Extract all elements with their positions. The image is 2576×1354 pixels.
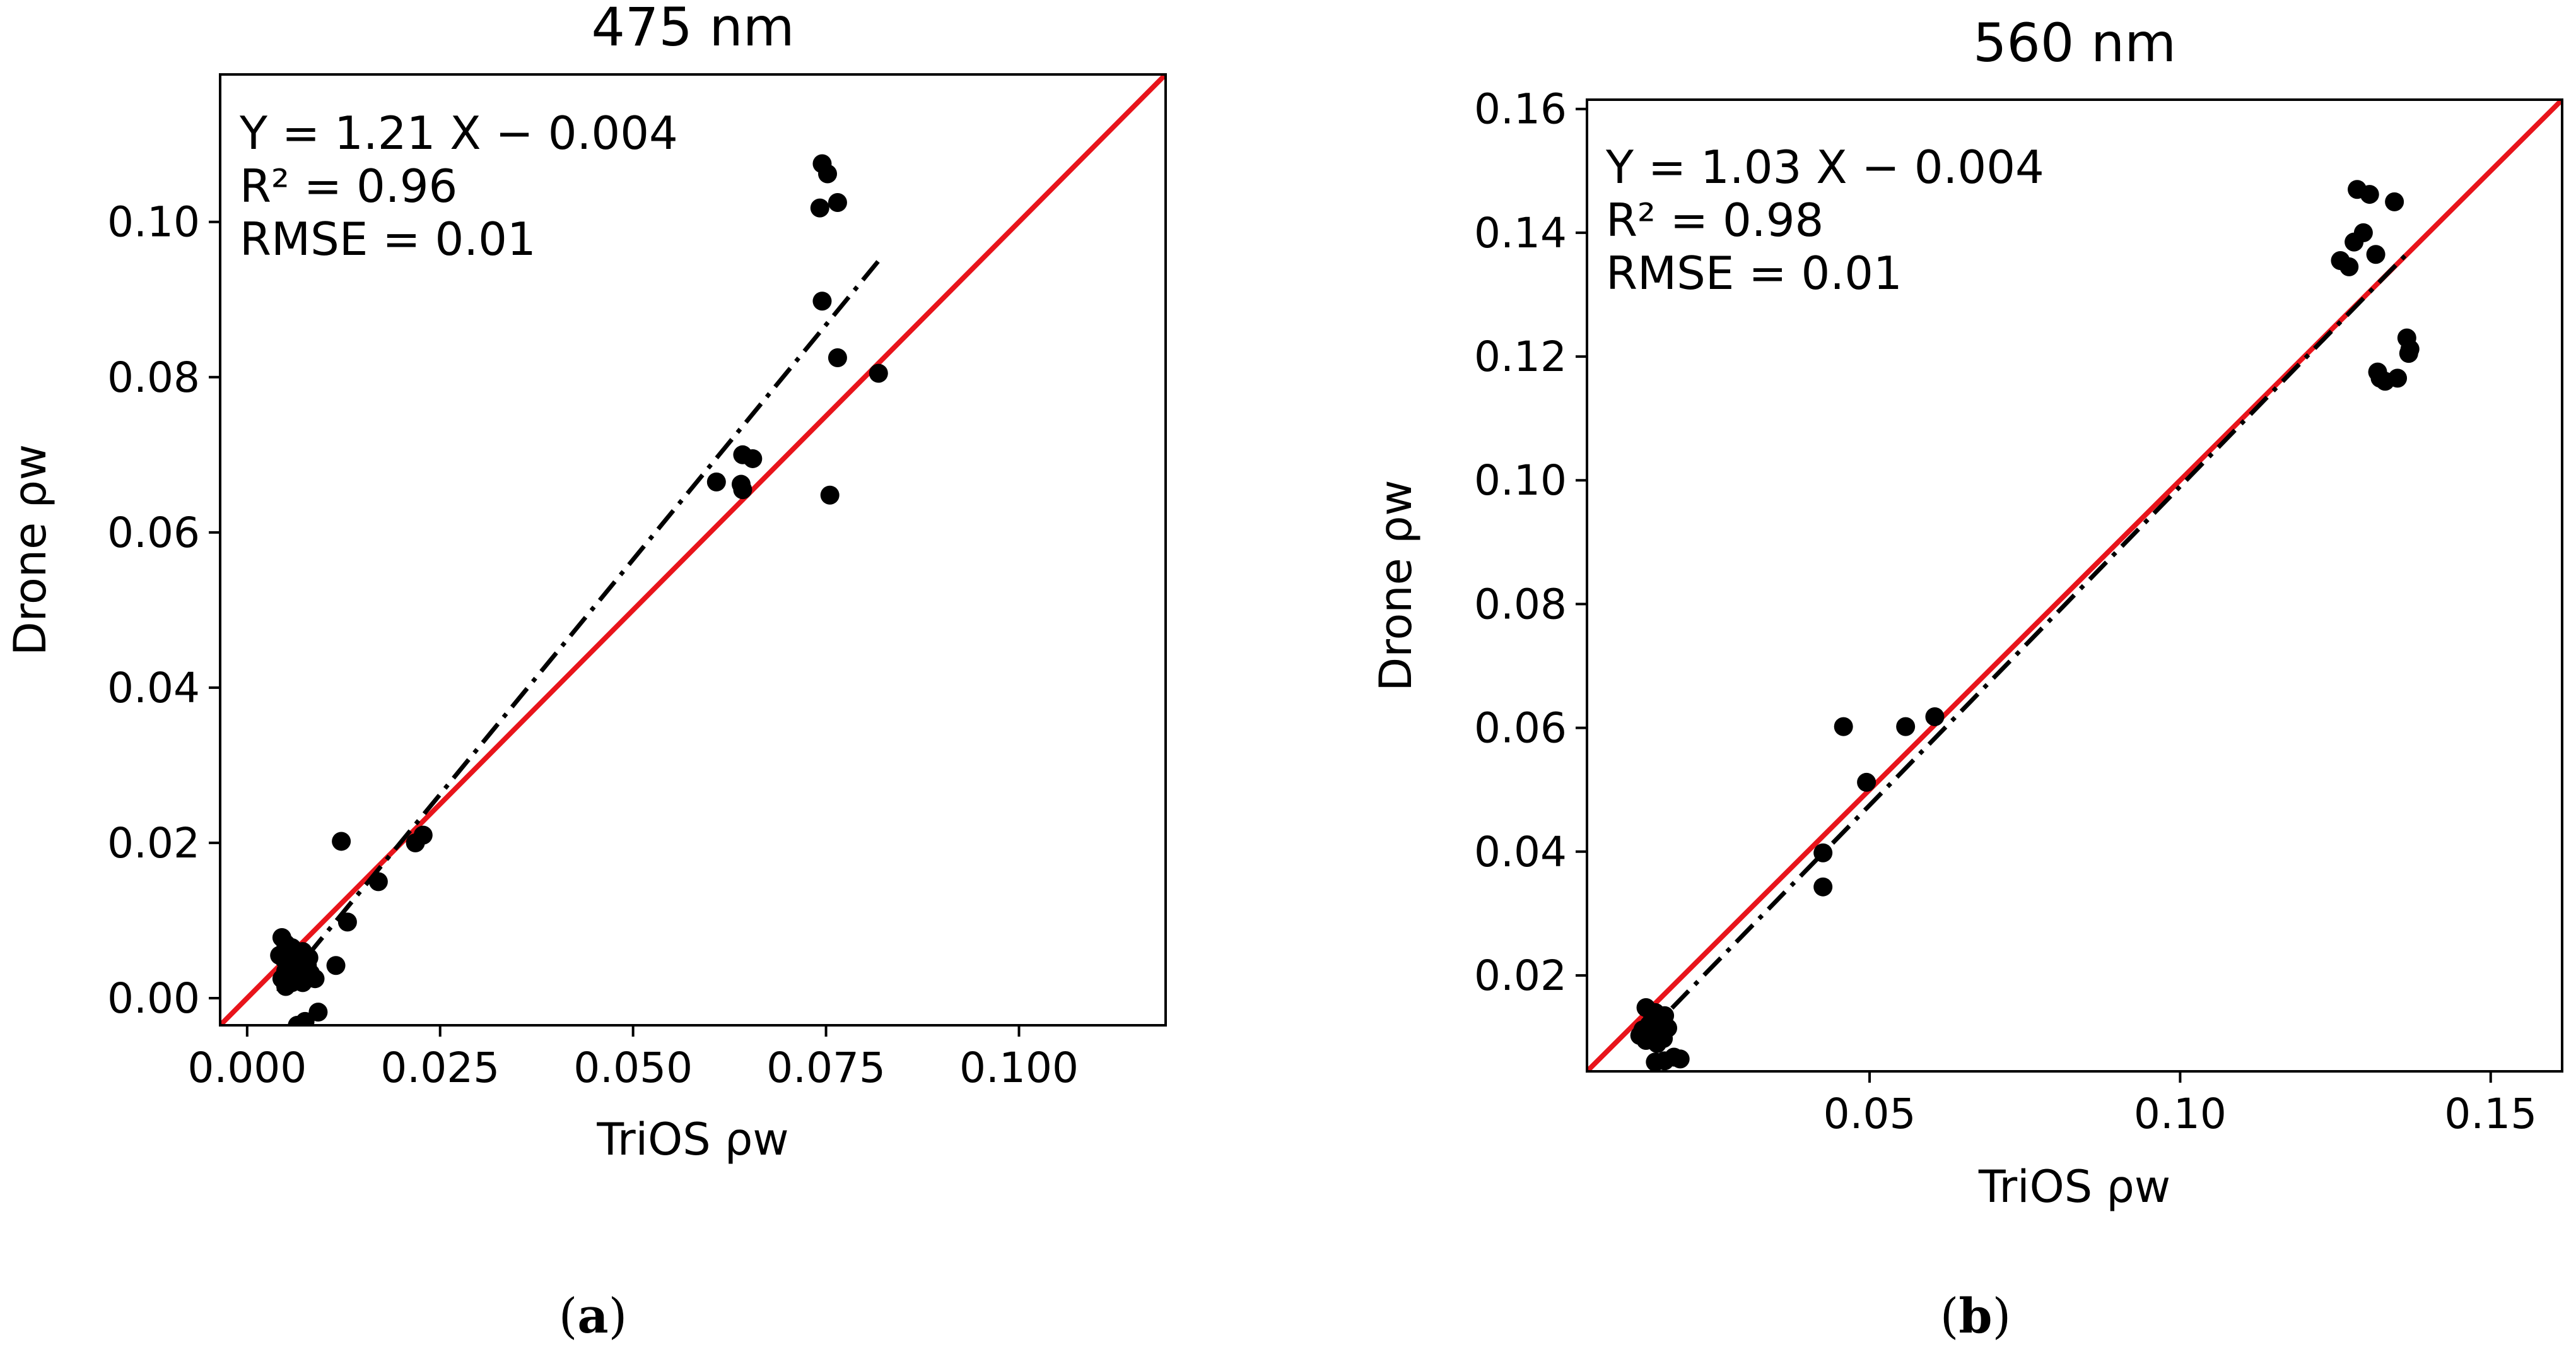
panel-caption: (b) [1940,1288,2011,1344]
data-point [1896,717,1916,736]
stats-annotation: RMSE = 0.01 [1606,247,1902,300]
axes-frame [219,73,1167,1027]
y-tick-label: 0.10 [1474,456,1567,505]
x-axis-label: TriOS ρw [596,1114,788,1165]
data-point [1925,707,1945,726]
data-point [2339,257,2359,276]
data-point [1813,843,1833,862]
x-tick-label: 0.025 [380,1044,500,1092]
x-tick-label: 0.10 [2134,1090,2227,1138]
stats-annotation: R² = 0.98 [1606,194,1824,247]
chart-475nm: 0.000 0.025 0.050 0.075 0.100 0.00 0.02 0.04 0.0… [4,0,1167,1344]
data-point [305,969,325,989]
data-point [288,1016,307,1025]
regression-line [276,257,882,993]
y-axis-label: Drone ρw [1370,480,1422,691]
data-point [2385,192,2404,211]
stats-annotation: Y = 1.03 X − 0.004 [1605,141,2044,194]
data-point [743,449,763,468]
data-point [2366,245,2386,264]
data-point [368,872,388,892]
data-point [337,912,357,932]
y-tick-label: 0.02 [1474,951,1567,1000]
x-tick-label: 0.05 [1824,1090,1916,1138]
chart-560nm: 0.05 0.10 0.15 0.02 0.04 0.06 0.08 0.10 0.12 0.14… [1370,12,2563,1344]
data-point [2345,232,2364,252]
data-point [2375,372,2395,391]
data-point [1648,1033,1667,1053]
y-tick-label: 0.08 [107,353,200,402]
data-point [2360,185,2379,204]
x-axis-label: TriOS ρw [1978,1161,2170,1213]
chart-title: 560 nm [1973,12,2176,74]
data-point [1646,1052,1665,1071]
data-point [828,192,847,212]
data-point [276,977,296,996]
stats-annotation: RMSE = 0.01 [240,213,536,266]
data-point [706,472,726,492]
y-tick-label: 0.10 [107,198,200,247]
x-tick-label: 0.100 [959,1044,1079,1092]
x-tick-label: 0.075 [766,1044,886,1092]
data-point [2399,344,2418,363]
x-tick-label: 0.050 [573,1044,693,1092]
data-point [820,485,840,505]
y-tick-label: 0.16 [1474,85,1567,134]
chart-title: 475 nm [591,0,794,58]
x-tick-label: 0.15 [2444,1090,2537,1138]
data-point [818,164,838,184]
data-point [812,291,832,311]
y-tick-label: 0.08 [1474,580,1567,628]
plot-area [1587,100,2562,1071]
panel-caption-letter: b [1958,1288,1992,1344]
data-point [332,832,351,851]
data-point [810,198,829,218]
data-point [406,833,425,852]
y-tick-label: 0.12 [1474,333,1567,381]
stats-annotation: Y = 1.21 X − 0.004 [239,107,678,160]
data-point [1670,1049,1690,1069]
identity-line [1587,100,2562,1071]
y-tick-label: 0.04 [1474,828,1567,876]
y-tick-label: 0.04 [107,664,200,712]
x-tick-label: 0.000 [187,1044,307,1092]
data-point [869,363,888,383]
axes-frame [1586,98,2563,1073]
data-point [308,1003,328,1022]
data-point [1813,877,1833,897]
y-tick-label: 0.02 [107,819,200,868]
data-point [828,348,847,368]
data-point [1857,772,1876,792]
data-point [1834,717,1853,736]
data-point [326,956,346,975]
data-point [733,480,752,500]
y-tick-label: 0.14 [1474,209,1567,257]
y-tick-label: 0.06 [107,509,200,557]
stats-annotation: R² = 0.96 [240,160,457,213]
y-tick-label: 0.00 [107,974,200,1023]
y-tick-label: 0.06 [1474,704,1567,753]
y-axis-label: Drone ρw [4,444,56,656]
panel-caption-letter: a [577,1288,608,1344]
panel-caption: (a) [559,1288,628,1344]
plot-area [220,74,1166,1025]
